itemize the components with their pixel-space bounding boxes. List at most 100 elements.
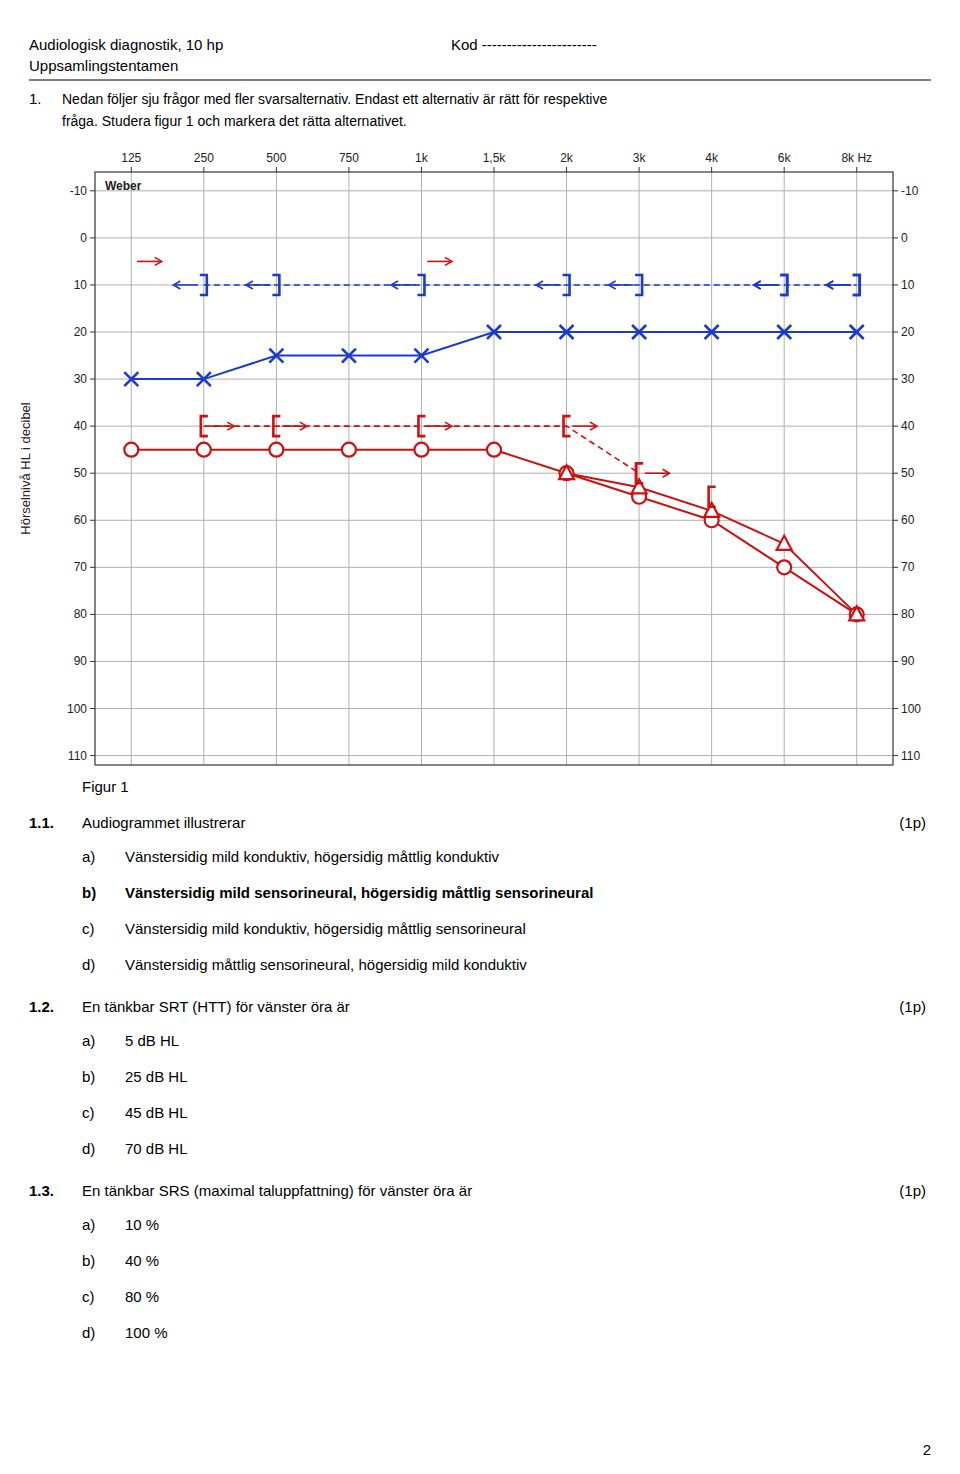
data-marks <box>124 257 864 621</box>
y2-tick-label: -10 <box>901 184 919 198</box>
bracket-arrow-marker <box>418 416 451 436</box>
x-marker-shape <box>197 372 211 386</box>
x-tick-label: 500 <box>266 151 286 165</box>
arrow-head <box>826 281 833 289</box>
arrow-shaft <box>828 284 851 286</box>
x-marker-shape <box>632 325 646 339</box>
bracket-marker <box>564 416 571 436</box>
y2-tick-label: 30 <box>901 372 915 386</box>
grid-line-x <box>494 172 495 765</box>
grid-line-x <box>203 172 204 765</box>
triangle-marker <box>849 606 864 620</box>
bracket-arrow-marker <box>564 416 597 436</box>
option-letter: c) <box>82 1288 95 1305</box>
x-marker <box>197 372 211 386</box>
x-marker-shape <box>414 349 428 363</box>
y-tick <box>90 332 95 333</box>
x-tick <box>639 167 640 172</box>
x-marker <box>777 325 791 339</box>
y2-tick <box>893 237 898 238</box>
arrow-shaft <box>828 284 851 286</box>
markers <box>124 257 864 621</box>
y-tick <box>90 426 95 427</box>
header-line: Uppsamlingstentamen <box>29 57 178 74</box>
x-marker-shape <box>560 325 574 339</box>
y2-tick <box>893 284 898 285</box>
arrow-marker <box>536 281 561 289</box>
circle-marker <box>269 443 283 457</box>
option-letter: a) <box>82 848 95 865</box>
y2-tick-label: 80 <box>901 607 915 621</box>
option-letter: b) <box>82 1068 95 1085</box>
arrow-shaft <box>611 284 634 286</box>
arrow-shaft <box>137 261 160 263</box>
arrow-marker <box>282 422 307 430</box>
option-letter: c) <box>82 920 95 937</box>
arrow-marker <box>754 281 779 289</box>
arrow-marker <box>427 257 452 265</box>
y-tick <box>90 520 95 521</box>
circle-marker <box>777 560 791 574</box>
question-number: 1.2. <box>29 998 54 1015</box>
arrow-marker <box>173 281 198 289</box>
y-tick-label: 30 <box>74 372 88 386</box>
bracket-marker <box>853 275 860 295</box>
x-marker-shape <box>269 349 283 363</box>
x-marker <box>850 325 864 339</box>
arrow-marker <box>826 281 851 289</box>
arrow-shaft <box>175 284 198 286</box>
header-line: Audiologisk diagnostik, 10 hp <box>29 36 223 53</box>
bracket-arrow-marker <box>826 275 859 295</box>
arrow-shaft <box>427 425 450 427</box>
grid-line-x <box>131 172 132 765</box>
x-tick <box>856 167 857 172</box>
series-line <box>567 473 857 614</box>
arrow-head <box>391 281 398 289</box>
grid <box>95 172 893 765</box>
x-tick-label: 750 <box>339 151 359 165</box>
option-text: 45 dB HL <box>125 1104 188 1121</box>
bracket-marker <box>709 487 716 507</box>
header-code: Kod ----------------------- <box>451 36 597 53</box>
x-tick <box>421 167 422 172</box>
y2-tick-label: 90 <box>901 654 915 668</box>
arrow-marker <box>210 422 235 430</box>
circle-marker <box>414 443 428 457</box>
bracket-arrow-marker <box>609 275 642 295</box>
figure-caption: Figur 1 <box>82 778 129 795</box>
series-line <box>131 450 856 615</box>
page: Audiologisk diagnostik, 10 hp Uppsamlings… <box>0 0 960 1474</box>
x-tick <box>784 167 785 172</box>
arrow-head <box>590 422 597 430</box>
arrow-head <box>609 281 616 289</box>
arrow-head <box>445 422 452 430</box>
question-text: Audiogrammet illustrerar <box>82 814 245 831</box>
y-tick-label: 70 <box>74 560 88 574</box>
y-tick-label: 90 <box>74 654 88 668</box>
y-tick-label: -10 <box>70 184 88 198</box>
bracket-arrow-marker <box>754 275 787 295</box>
x-marker <box>560 325 574 339</box>
x-tick <box>494 167 495 172</box>
intro-text: fråga. Studera figur 1 och markera det r… <box>62 113 407 129</box>
x-marker <box>414 349 428 363</box>
triangle-marker <box>777 536 792 550</box>
annotation: Weber <box>105 179 142 193</box>
x-marker <box>487 325 501 339</box>
x-tick-label: 3k <box>633 151 647 165</box>
plot-area <box>95 172 893 765</box>
option-letter: b) <box>82 1252 95 1269</box>
bracket-marker <box>780 275 787 295</box>
circle-marker <box>487 443 501 457</box>
x-marker-shape <box>487 325 501 339</box>
y2-tick <box>893 520 898 521</box>
triangle-marker <box>704 503 719 517</box>
background <box>0 0 960 1474</box>
arrow-shaft <box>756 284 779 286</box>
option-text: Vänstersidig mild konduktiv, högersidig … <box>125 848 500 865</box>
question-text: En tänkbar SRS (maximal taluppfattning) … <box>82 1182 472 1199</box>
separator <box>29 80 931 81</box>
question-number: 1.3. <box>29 1182 54 1199</box>
audiogram: 1252505007501k1,5k2k3k4k6k8k Hz-10010203… <box>18 151 921 765</box>
arrow-head <box>227 422 234 430</box>
